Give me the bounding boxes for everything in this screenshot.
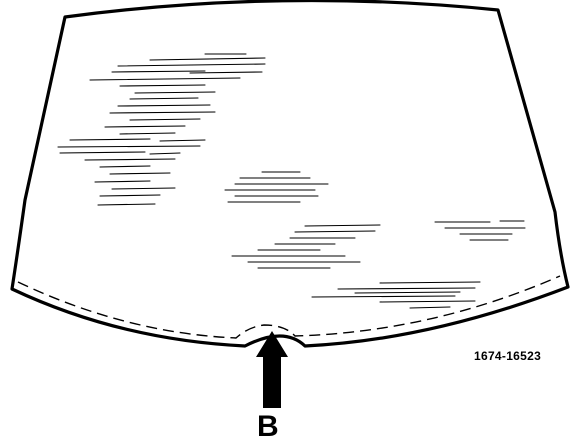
windshield-outline (10, 0, 570, 348)
glass-reflection-hatching (57, 53, 526, 309)
callout-letter: B (257, 410, 279, 443)
dashed-seal-line (17, 275, 561, 339)
arrow-up-icon (256, 331, 288, 408)
reference-number: 1674-16523 (474, 349, 542, 363)
